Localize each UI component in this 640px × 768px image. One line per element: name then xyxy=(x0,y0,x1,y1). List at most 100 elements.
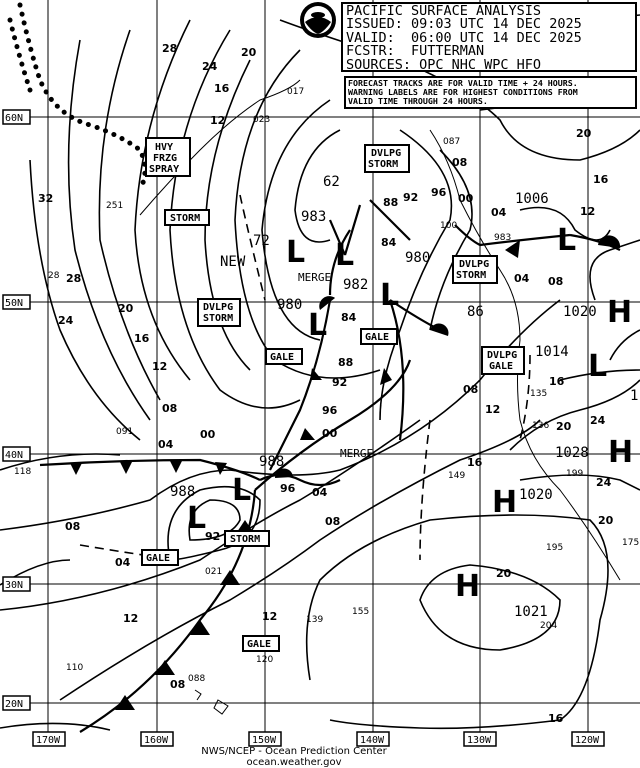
svg-text:60N: 60N xyxy=(5,113,23,124)
svg-text:04: 04 xyxy=(158,438,174,451)
svg-text:00: 00 xyxy=(322,427,338,440)
svg-text:24: 24 xyxy=(590,414,606,427)
svg-text:16: 16 xyxy=(134,332,150,345)
svg-text:195: 195 xyxy=(546,543,563,553)
trough xyxy=(519,354,531,441)
svg-text:12: 12 xyxy=(210,114,225,127)
svg-text:08: 08 xyxy=(65,520,80,533)
svg-text:STORM: STORM xyxy=(368,159,398,170)
footer-website: ocean.weather.gov xyxy=(246,756,342,768)
svg-text:16: 16 xyxy=(593,173,609,186)
svg-text:STORM: STORM xyxy=(230,534,260,545)
pressure-centers: L L L L L L L L H H H H 983 62 72 982 98… xyxy=(170,174,638,620)
svg-text:20: 20 xyxy=(496,567,512,580)
svg-text:28: 28 xyxy=(48,271,60,281)
svg-text:DVLPG: DVLPG xyxy=(203,302,233,313)
svg-text:28: 28 xyxy=(66,272,81,285)
svg-text:155: 155 xyxy=(352,607,369,617)
svg-text:86: 86 xyxy=(467,304,484,320)
warning-gale: GALE xyxy=(242,635,280,652)
svg-text:16: 16 xyxy=(214,82,230,95)
svg-text:023: 023 xyxy=(253,115,270,125)
svg-text:GALE: GALE xyxy=(146,553,170,564)
svg-text:88: 88 xyxy=(338,356,353,369)
svg-text:08: 08 xyxy=(548,275,563,288)
warm-front xyxy=(569,233,621,251)
svg-text:STORM: STORM xyxy=(170,213,200,224)
warning-gale: GALE xyxy=(360,328,398,345)
svg-text:96: 96 xyxy=(431,186,447,199)
svg-text:120W: 120W xyxy=(575,735,600,746)
svg-text:1020: 1020 xyxy=(519,487,553,503)
analysis-header: PACIFIC SURFACE ANALYSIS ISSUED: 09:03 UT… xyxy=(341,2,637,72)
svg-text:175: 175 xyxy=(622,538,639,548)
svg-text:50N: 50N xyxy=(5,298,23,309)
forecast-track xyxy=(328,199,411,256)
front-symbols xyxy=(70,235,621,710)
sources: SOURCES: OPC NHC WPC HFO xyxy=(346,56,542,73)
svg-text:GALE: GALE xyxy=(365,332,389,343)
svg-text:08: 08 xyxy=(162,402,177,415)
footer: NWS/NCEP - Ocean Prediction Center ocean.… xyxy=(0,746,588,768)
svg-text:135: 135 xyxy=(530,389,547,399)
svg-text:149: 149 xyxy=(448,471,465,481)
svg-text:84: 84 xyxy=(381,236,397,249)
svg-text:16: 16 xyxy=(467,456,483,469)
svg-text:110: 110 xyxy=(66,663,83,673)
svg-text:16: 16 xyxy=(548,712,564,725)
coastlines xyxy=(139,79,621,715)
cold-front xyxy=(388,299,405,441)
cold-front xyxy=(454,224,571,247)
svg-text:12: 12 xyxy=(123,612,138,625)
svg-text:988: 988 xyxy=(259,454,284,470)
svg-text:32: 32 xyxy=(38,192,53,205)
svg-text:1: 1 xyxy=(630,388,638,404)
forecaster: FCSTR: FUTTERMAN xyxy=(346,43,485,60)
ice-edge xyxy=(7,17,33,93)
svg-text:160W: 160W xyxy=(144,735,169,746)
svg-text:04: 04 xyxy=(312,486,328,499)
low-symbol: L xyxy=(286,235,305,270)
svg-text:00: 00 xyxy=(458,192,474,205)
svg-text:28: 28 xyxy=(162,42,177,55)
trough xyxy=(419,419,431,561)
svg-text:92: 92 xyxy=(205,530,220,543)
svg-text:16: 16 xyxy=(549,375,565,388)
notice-line: VALID TIME THROUGH 24 HOURS. xyxy=(348,96,488,106)
svg-text:988: 988 xyxy=(170,484,195,500)
svg-text:08: 08 xyxy=(463,383,478,396)
cold-front xyxy=(269,299,332,471)
cold-front xyxy=(39,458,261,481)
svg-text:1006: 1006 xyxy=(515,191,549,207)
svg-text:982: 982 xyxy=(343,277,368,293)
trough xyxy=(239,194,266,301)
svg-text:136: 136 xyxy=(532,421,549,431)
svg-text:120: 120 xyxy=(256,655,273,665)
svg-text:983: 983 xyxy=(301,209,326,225)
svg-text:24: 24 xyxy=(202,60,218,73)
svg-text:DVLPG: DVLPG xyxy=(371,148,401,159)
svg-text:20: 20 xyxy=(576,127,592,140)
high-symbol: H xyxy=(607,295,632,330)
svg-text:20N: 20N xyxy=(5,699,23,710)
annotation-merge: MERGE xyxy=(340,447,373,460)
svg-text:40N: 40N xyxy=(5,450,23,461)
svg-text:GALE: GALE xyxy=(489,361,513,372)
isobar-labels: 28 24 20 16 12 08 04 00 32 28 24 20 16 1… xyxy=(38,42,614,725)
low-symbol: L xyxy=(335,238,354,273)
low-symbol: L xyxy=(557,223,576,258)
svg-text:12: 12 xyxy=(262,610,277,623)
svg-text:980: 980 xyxy=(277,297,302,313)
svg-text:00: 00 xyxy=(200,428,216,441)
svg-text:20: 20 xyxy=(118,302,134,315)
svg-text:08: 08 xyxy=(452,156,467,169)
forecast-notice: FORECAST TRACKS ARE FOR VALID TIME + 24 … xyxy=(344,76,637,109)
svg-text:84: 84 xyxy=(341,311,357,324)
svg-text:24: 24 xyxy=(596,476,612,489)
svg-text:04: 04 xyxy=(491,206,507,219)
svg-text:08: 08 xyxy=(325,515,340,528)
